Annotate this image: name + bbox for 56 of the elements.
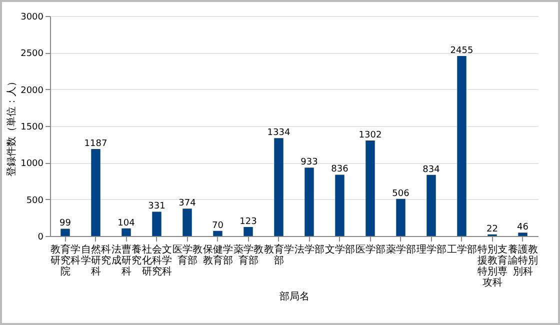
data-label: 331 (148, 202, 166, 212)
data-label: 834 (422, 164, 440, 175)
bar (122, 228, 131, 236)
y-tick-label: 2500 (20, 49, 44, 60)
bar (91, 148, 100, 236)
x-tick-label: 特別支援教育特別専攻科 (477, 244, 508, 288)
bar (426, 174, 436, 236)
bar (457, 56, 466, 236)
data-label: 99 (60, 218, 72, 229)
data-label: 1334 (267, 128, 290, 138)
bar (152, 212, 162, 236)
y-tick-label: 3000 (20, 12, 44, 22)
bar (518, 232, 528, 236)
x-tick-label: 薬学部 (386, 244, 416, 256)
x-tick-label: 医学部 (355, 244, 386, 256)
data-label: 104 (118, 218, 136, 228)
bar (396, 198, 406, 236)
x-tick-label: 保健学教育部 (202, 244, 233, 266)
data-label: 46 (517, 222, 529, 233)
x-tick-label: 法学部 (294, 244, 324, 256)
y-tick-label: 1000 (20, 159, 44, 170)
data-label: 374 (178, 198, 196, 209)
bar (182, 208, 192, 236)
x-axis-title: 部局名 (280, 290, 310, 302)
data-label: 2455 (450, 46, 474, 56)
x-tick-label: 薬学教育部 (233, 244, 264, 266)
x-tick-label: 教育学部 (264, 244, 294, 266)
y-tick-label: 2000 (20, 86, 44, 96)
bar (244, 226, 253, 236)
bar (304, 168, 314, 236)
bar (213, 230, 222, 236)
y-axis-title: 登録件数（単位：人） (6, 76, 18, 176)
data-label: 123 (240, 216, 257, 227)
x-tick-label: 自然科学研究科 (80, 244, 111, 278)
data-label: 22 (486, 224, 498, 234)
y-tick-label: 1500 (20, 122, 44, 132)
data-label: 1302 (358, 130, 382, 141)
x-tick-label: 社会文化科学研究科 (142, 244, 172, 278)
bar (366, 140, 375, 236)
data-label: 933 (300, 158, 318, 168)
y-tick-label: 0 (38, 232, 44, 242)
data-label: 506 (392, 188, 410, 199)
bar (60, 228, 70, 236)
x-tick-label: 工学部 (446, 244, 477, 256)
bar (335, 174, 344, 236)
data-label: 70 (212, 220, 224, 231)
x-tick-label: 医学教育部 (172, 244, 202, 266)
x-tick-label: 法曹養成研究科 (111, 244, 142, 278)
x-tick-label: 理学部 (416, 244, 446, 256)
data-label: 1187 (84, 138, 108, 149)
x-tick-label: 文学部 (324, 244, 355, 256)
y-tick-label: 500 (26, 196, 44, 206)
bar (274, 138, 284, 236)
x-tick-label: 教育学研究科院 (50, 244, 80, 278)
data-label: 836 (331, 164, 349, 175)
x-tick-label: 養護教諭特別別科 (508, 244, 538, 278)
